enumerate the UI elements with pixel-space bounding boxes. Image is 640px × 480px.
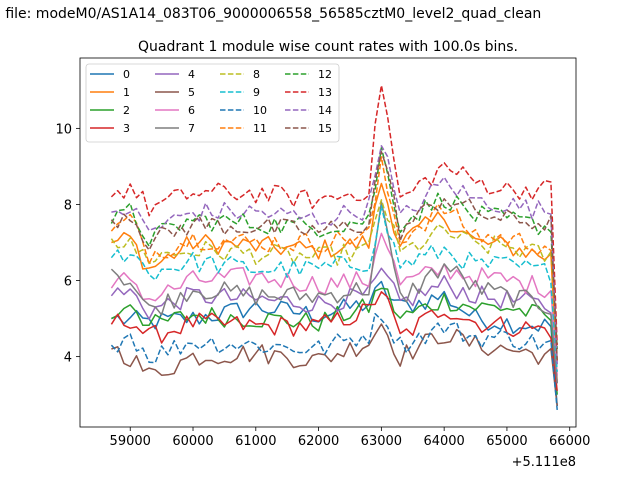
x-tick-label-64000: 64000 [423,434,464,449]
series-line-10 [110,312,558,410]
series-line-7 [110,201,558,384]
legend-label-12: 12 [318,68,332,81]
y-tick-label-8: 8 [64,198,72,213]
series-line-0 [111,280,558,407]
legend-label-10: 10 [253,104,267,117]
series-line-11 [110,156,558,361]
legend-label-0: 0 [123,68,130,81]
x-tick-label-62000: 62000 [298,434,339,449]
legend-label-14: 14 [318,104,332,117]
series-line-15 [110,150,558,361]
x-tick-label-60000: 60000 [172,434,213,449]
x-tick-label-65000: 65000 [486,434,527,449]
y-axis: 4 6 8 10 [55,122,80,366]
legend-box [85,63,340,143]
y-tick-label-4: 4 [64,351,72,366]
series-line-6 [110,232,558,376]
legend-label-7: 7 [188,122,195,135]
chart-title: Quadrant 1 module wise count rates with … [138,39,518,55]
legend-label-11: 11 [253,122,267,135]
legend-label-6: 6 [188,104,195,117]
legend-label-15: 15 [318,122,332,135]
x-tick-label-59000: 59000 [110,434,151,449]
series-line-8 [110,199,558,361]
legend-label-9: 9 [253,86,260,99]
figure-suptitle: n file: modeM0/AS1A14_083T06_9000006558_… [0,6,541,22]
legend-label-2: 2 [123,104,130,117]
series-line-2 [111,287,558,395]
legend-label-4: 4 [188,68,195,81]
plot-area [110,84,558,410]
series-line-4 [110,267,558,384]
series-line-13 [110,84,558,346]
legend-label-1: 1 [123,86,130,99]
series-line-3 [110,291,558,391]
series-line-14 [111,145,558,365]
x-axis-offset-label: +5.111e8 [512,455,576,470]
legend-label-3: 3 [123,122,130,135]
series-line-9 [110,205,558,372]
legend-label-8: 8 [253,68,260,81]
x-tick-label-66000: 66000 [549,434,590,449]
axes-frame [79,57,577,428]
series-line-5 [111,323,558,407]
series-line-12 [110,147,558,350]
y-tick-label-6: 6 [64,275,72,290]
legend-label-13: 13 [318,86,332,99]
x-tick-label-63000: 63000 [361,434,402,449]
x-tick-label-61000: 61000 [235,434,276,449]
y-tick-label-10: 10 [55,122,72,137]
x-axis: 59000 60000 61000 62000 63000 64000 65000 66000 [110,427,590,449]
legend-label-5: 5 [188,86,195,99]
